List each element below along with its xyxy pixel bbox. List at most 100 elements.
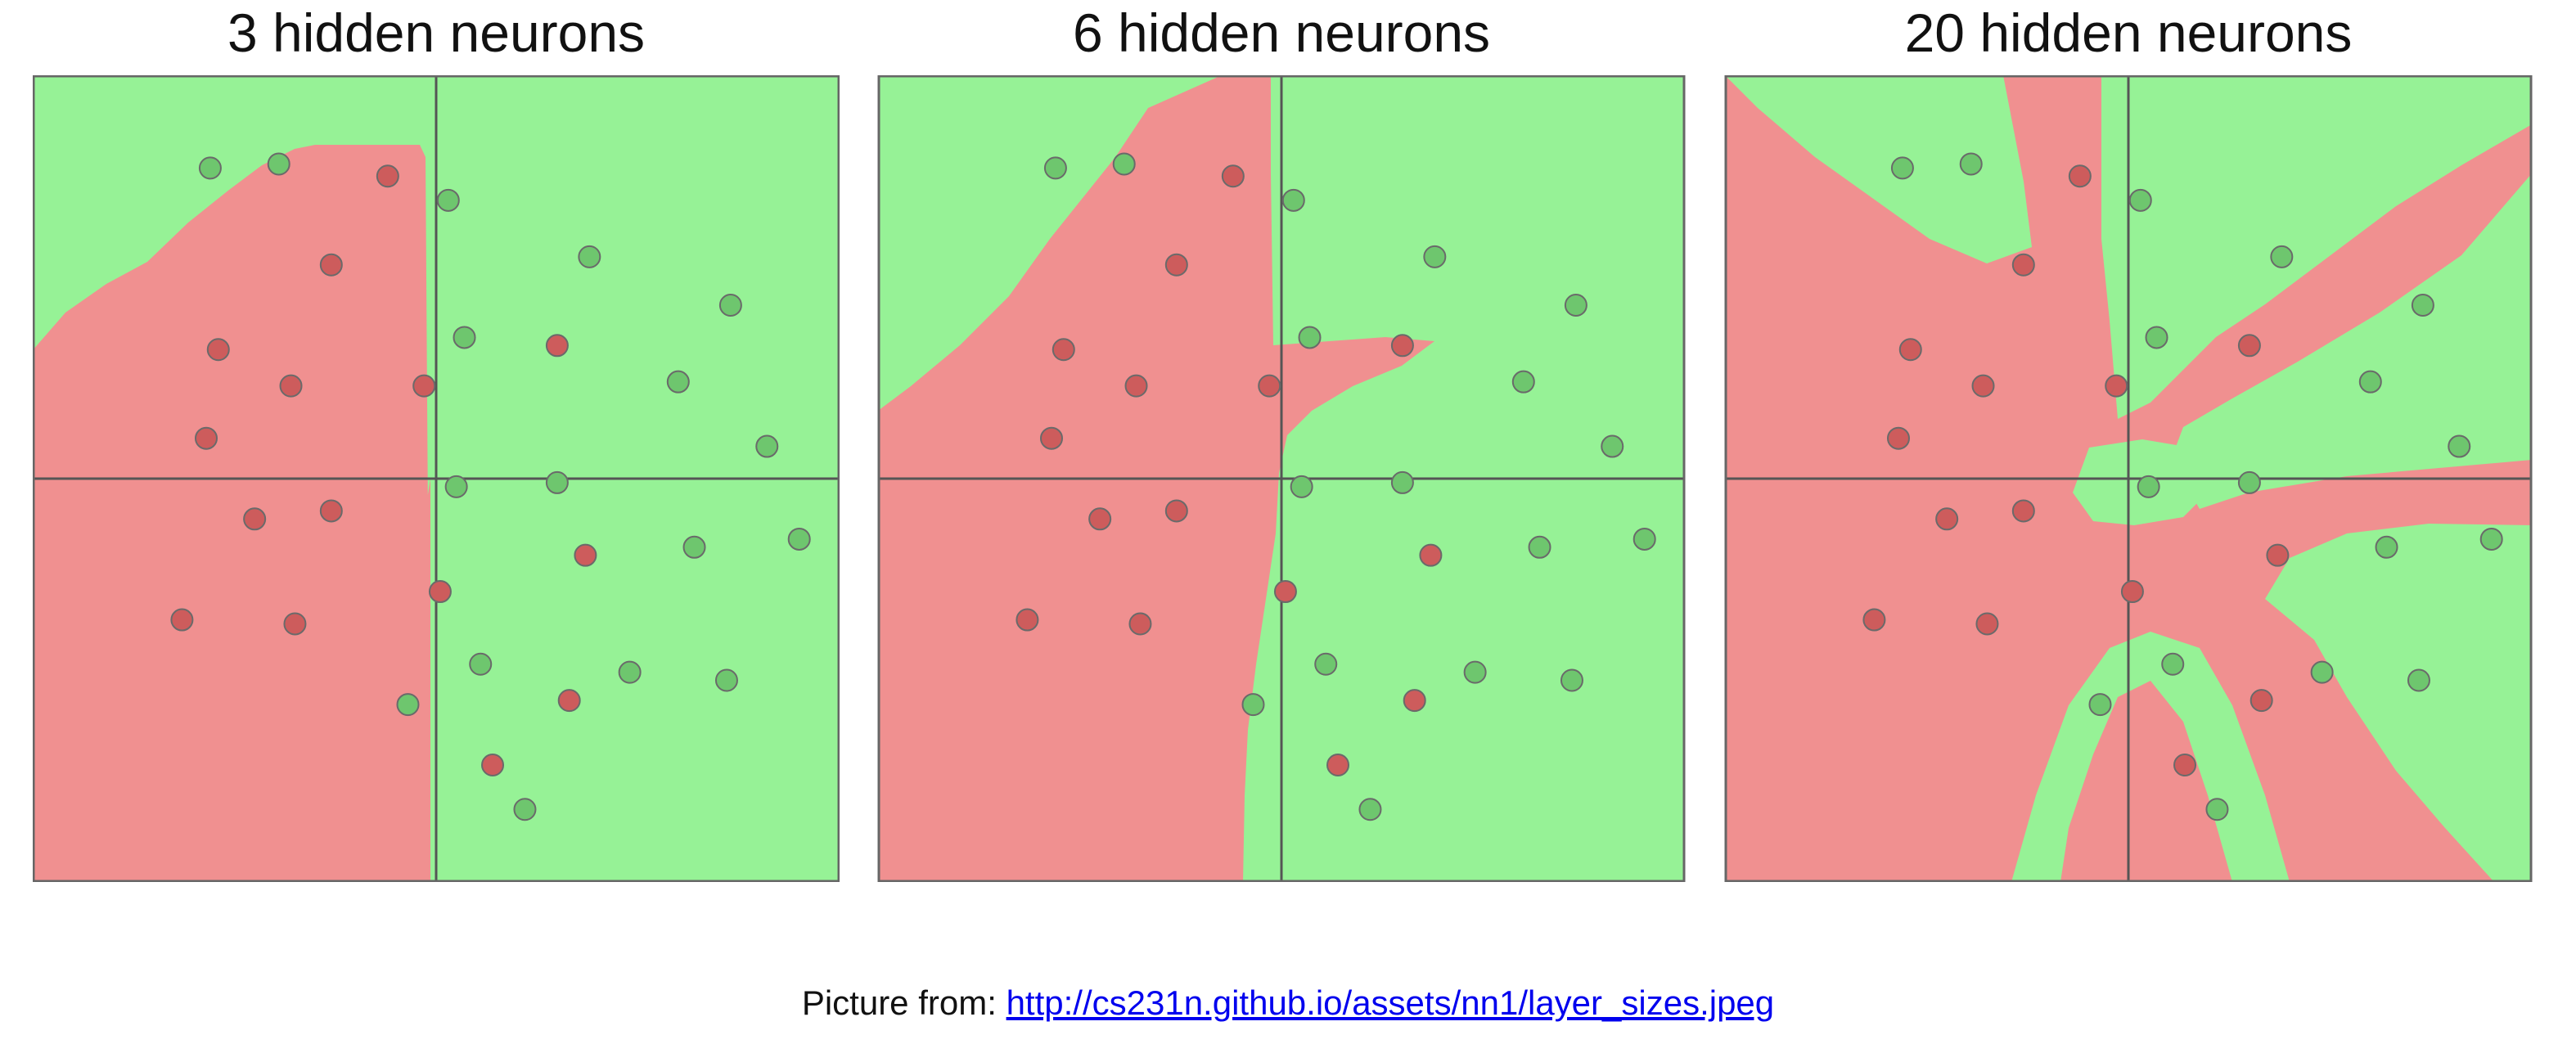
red-data-point — [206, 338, 230, 362]
red-data-point — [574, 543, 597, 567]
red-data-point — [194, 426, 218, 450]
green-data-point — [1890, 156, 1914, 180]
source-link[interactable]: http://cs231n.github.io/assets/nn1/layer… — [1006, 983, 1775, 1022]
green-data-point — [198, 156, 222, 180]
red-data-point — [1258, 374, 1281, 398]
green-data-point — [1298, 326, 1322, 349]
green-data-point — [787, 527, 811, 551]
red-data-point — [170, 608, 194, 632]
red-data-point — [1935, 507, 1959, 531]
decision-boundary-plot — [876, 75, 1687, 882]
decision-boundary-plot — [1723, 75, 2533, 882]
green-data-point — [1511, 370, 1535, 394]
red-data-point — [2068, 164, 2092, 188]
red-data-point — [1971, 374, 1995, 398]
red-data-point — [1221, 164, 1245, 188]
green-data-point — [2270, 245, 2294, 268]
green-region-top-right — [2101, 75, 2532, 419]
green-data-point — [436, 188, 460, 212]
red-data-point — [2011, 253, 2035, 277]
green-data-point — [1112, 152, 1136, 176]
red-data-point — [1273, 580, 1297, 604]
plot-svg — [877, 75, 1686, 882]
green-data-point — [1959, 152, 1983, 176]
green-data-point — [2137, 475, 2160, 498]
green-data-point — [1564, 294, 1587, 317]
green-data-point — [469, 652, 493, 676]
green-data-point — [2161, 652, 2185, 676]
plot-frame — [1724, 75, 2533, 882]
red-data-point — [2011, 499, 2035, 523]
green-data-point — [618, 660, 642, 684]
red-data-point — [319, 253, 343, 277]
green-data-point — [2479, 527, 2503, 551]
red-data-point — [279, 374, 303, 398]
red-data-point — [481, 754, 505, 777]
plot-frame — [877, 75, 1686, 882]
green-data-point — [513, 798, 537, 821]
green-data-point — [2310, 660, 2334, 684]
red-data-point — [1164, 253, 1188, 277]
green-data-point — [2237, 470, 2261, 494]
green-data-point — [1358, 798, 1382, 821]
red-data-point — [2249, 689, 2273, 713]
red-data-point — [545, 334, 569, 358]
green-data-point — [1463, 660, 1487, 684]
red-data-point — [1975, 612, 1999, 636]
red-data-point — [1128, 612, 1152, 636]
green-data-point — [396, 693, 420, 717]
panel-title: 3 hidden neurons — [227, 2, 646, 63]
green-data-point — [682, 535, 706, 559]
green-data-point — [578, 245, 601, 268]
red-data-point — [1390, 334, 1414, 358]
decision-boundary-plot — [33, 75, 840, 882]
red-data-point — [557, 689, 581, 713]
red-data-point — [1052, 338, 1075, 362]
plot-svg — [1724, 75, 2533, 882]
red-points — [1016, 164, 1443, 777]
red-data-point — [376, 164, 399, 188]
green-points — [198, 152, 811, 821]
red-data-point — [1326, 754, 1350, 777]
plot-svg — [33, 75, 840, 882]
green-data-point — [1390, 470, 1414, 494]
green-data-point — [1560, 668, 1583, 692]
green-points — [1043, 152, 1656, 821]
red-data-point — [1016, 608, 1039, 632]
red-data-point — [2173, 754, 2197, 777]
green-region-top-left — [1725, 75, 2032, 263]
green-data-point — [718, 294, 742, 317]
green-data-point — [1241, 693, 1265, 717]
green-data-point — [2358, 370, 2382, 394]
red-data-point — [1898, 338, 1922, 362]
panel-title: 6 hidden neurons — [1072, 2, 1491, 63]
caption: Picture from: http://cs231n.github.io/as… — [0, 983, 2576, 1023]
red-data-point — [1164, 499, 1188, 523]
red-data-point — [412, 374, 436, 398]
green-data-point — [545, 470, 569, 494]
green-data-point — [2407, 668, 2430, 692]
class-red-region — [33, 145, 430, 882]
green-data-point — [2448, 434, 2471, 458]
green-data-point — [444, 475, 468, 498]
red-data-point — [1088, 507, 1112, 531]
red-data-point — [2266, 543, 2290, 567]
green-data-point — [1281, 188, 1305, 212]
green-data-point — [1290, 475, 1313, 498]
plot-frame — [33, 75, 840, 882]
green-region-right-mid — [2171, 173, 2532, 509]
red-data-point — [2120, 580, 2144, 604]
red-points — [170, 164, 597, 777]
green-data-point — [453, 326, 476, 349]
red-data-point — [2105, 374, 2128, 398]
red-data-point — [2237, 334, 2261, 358]
red-data-point — [1403, 689, 1426, 713]
green-data-point — [1601, 434, 1624, 458]
green-data-point — [1043, 156, 1067, 180]
red-data-point — [319, 499, 343, 523]
green-data-point — [666, 370, 690, 394]
red-data-point — [243, 507, 267, 531]
panel-title: 20 hidden neurons — [1904, 2, 2353, 63]
green-data-point — [755, 434, 779, 458]
green-data-point — [1633, 527, 1656, 551]
